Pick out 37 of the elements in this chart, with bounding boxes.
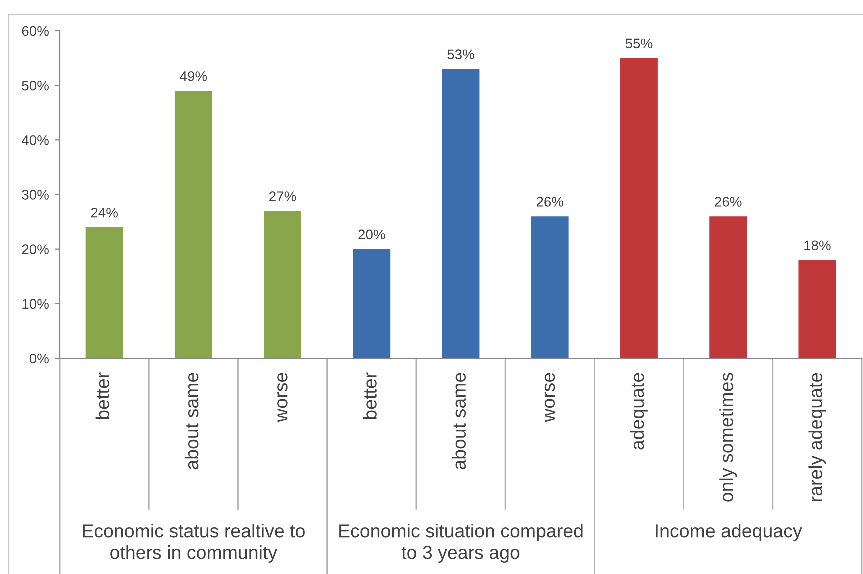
bar: [174, 91, 212, 358]
bar: [710, 216, 748, 358]
data-label: 26%: [715, 197, 742, 207]
text: Economic status realtive to others in community: [83, 524, 305, 564]
x-tick-label: rarely adequate: [808, 373, 826, 502]
bar: [86, 228, 124, 358]
x-tick-label: better: [363, 372, 377, 420]
data-label: 55%: [626, 38, 653, 49]
x-tick-label: worse: [544, 373, 556, 422]
bar: [353, 249, 391, 358]
y-tick-label: 60%: [22, 26, 49, 36]
data-label: 49%: [180, 72, 208, 82]
data-label: 53%: [448, 50, 474, 60]
x-tick-label: better: [96, 372, 110, 420]
x-tick-label: about same: [452, 373, 466, 470]
y-tick-label: 50%: [22, 80, 49, 91]
bar: [798, 260, 836, 358]
y-tick-label: 40%: [22, 136, 49, 146]
x-tick-label: adequate: [630, 373, 648, 450]
y-tick-label: 20%: [22, 244, 49, 255]
x-tick-label: about same: [184, 373, 199, 470]
bar: [442, 69, 480, 358]
x-tick-label: only sometimes: [720, 373, 738, 502]
bar: [531, 216, 569, 358]
bar: [264, 211, 302, 358]
text: Economic situation compared to 3 years ago: [340, 524, 583, 564]
y-tick-label: 30%: [22, 190, 49, 200]
data-label: 18%: [804, 240, 831, 251]
data-label: 24%: [91, 208, 118, 218]
data-label: 26%: [536, 197, 564, 207]
text: Income adequacy: [656, 524, 802, 542]
bar: [620, 58, 658, 358]
y-tick-label: 0%: [30, 354, 49, 364]
data-label: 27%: [270, 192, 296, 202]
data-label: 20%: [358, 230, 386, 240]
y-tick-label: 10%: [22, 299, 49, 310]
x-tick-label: worse: [278, 373, 288, 422]
